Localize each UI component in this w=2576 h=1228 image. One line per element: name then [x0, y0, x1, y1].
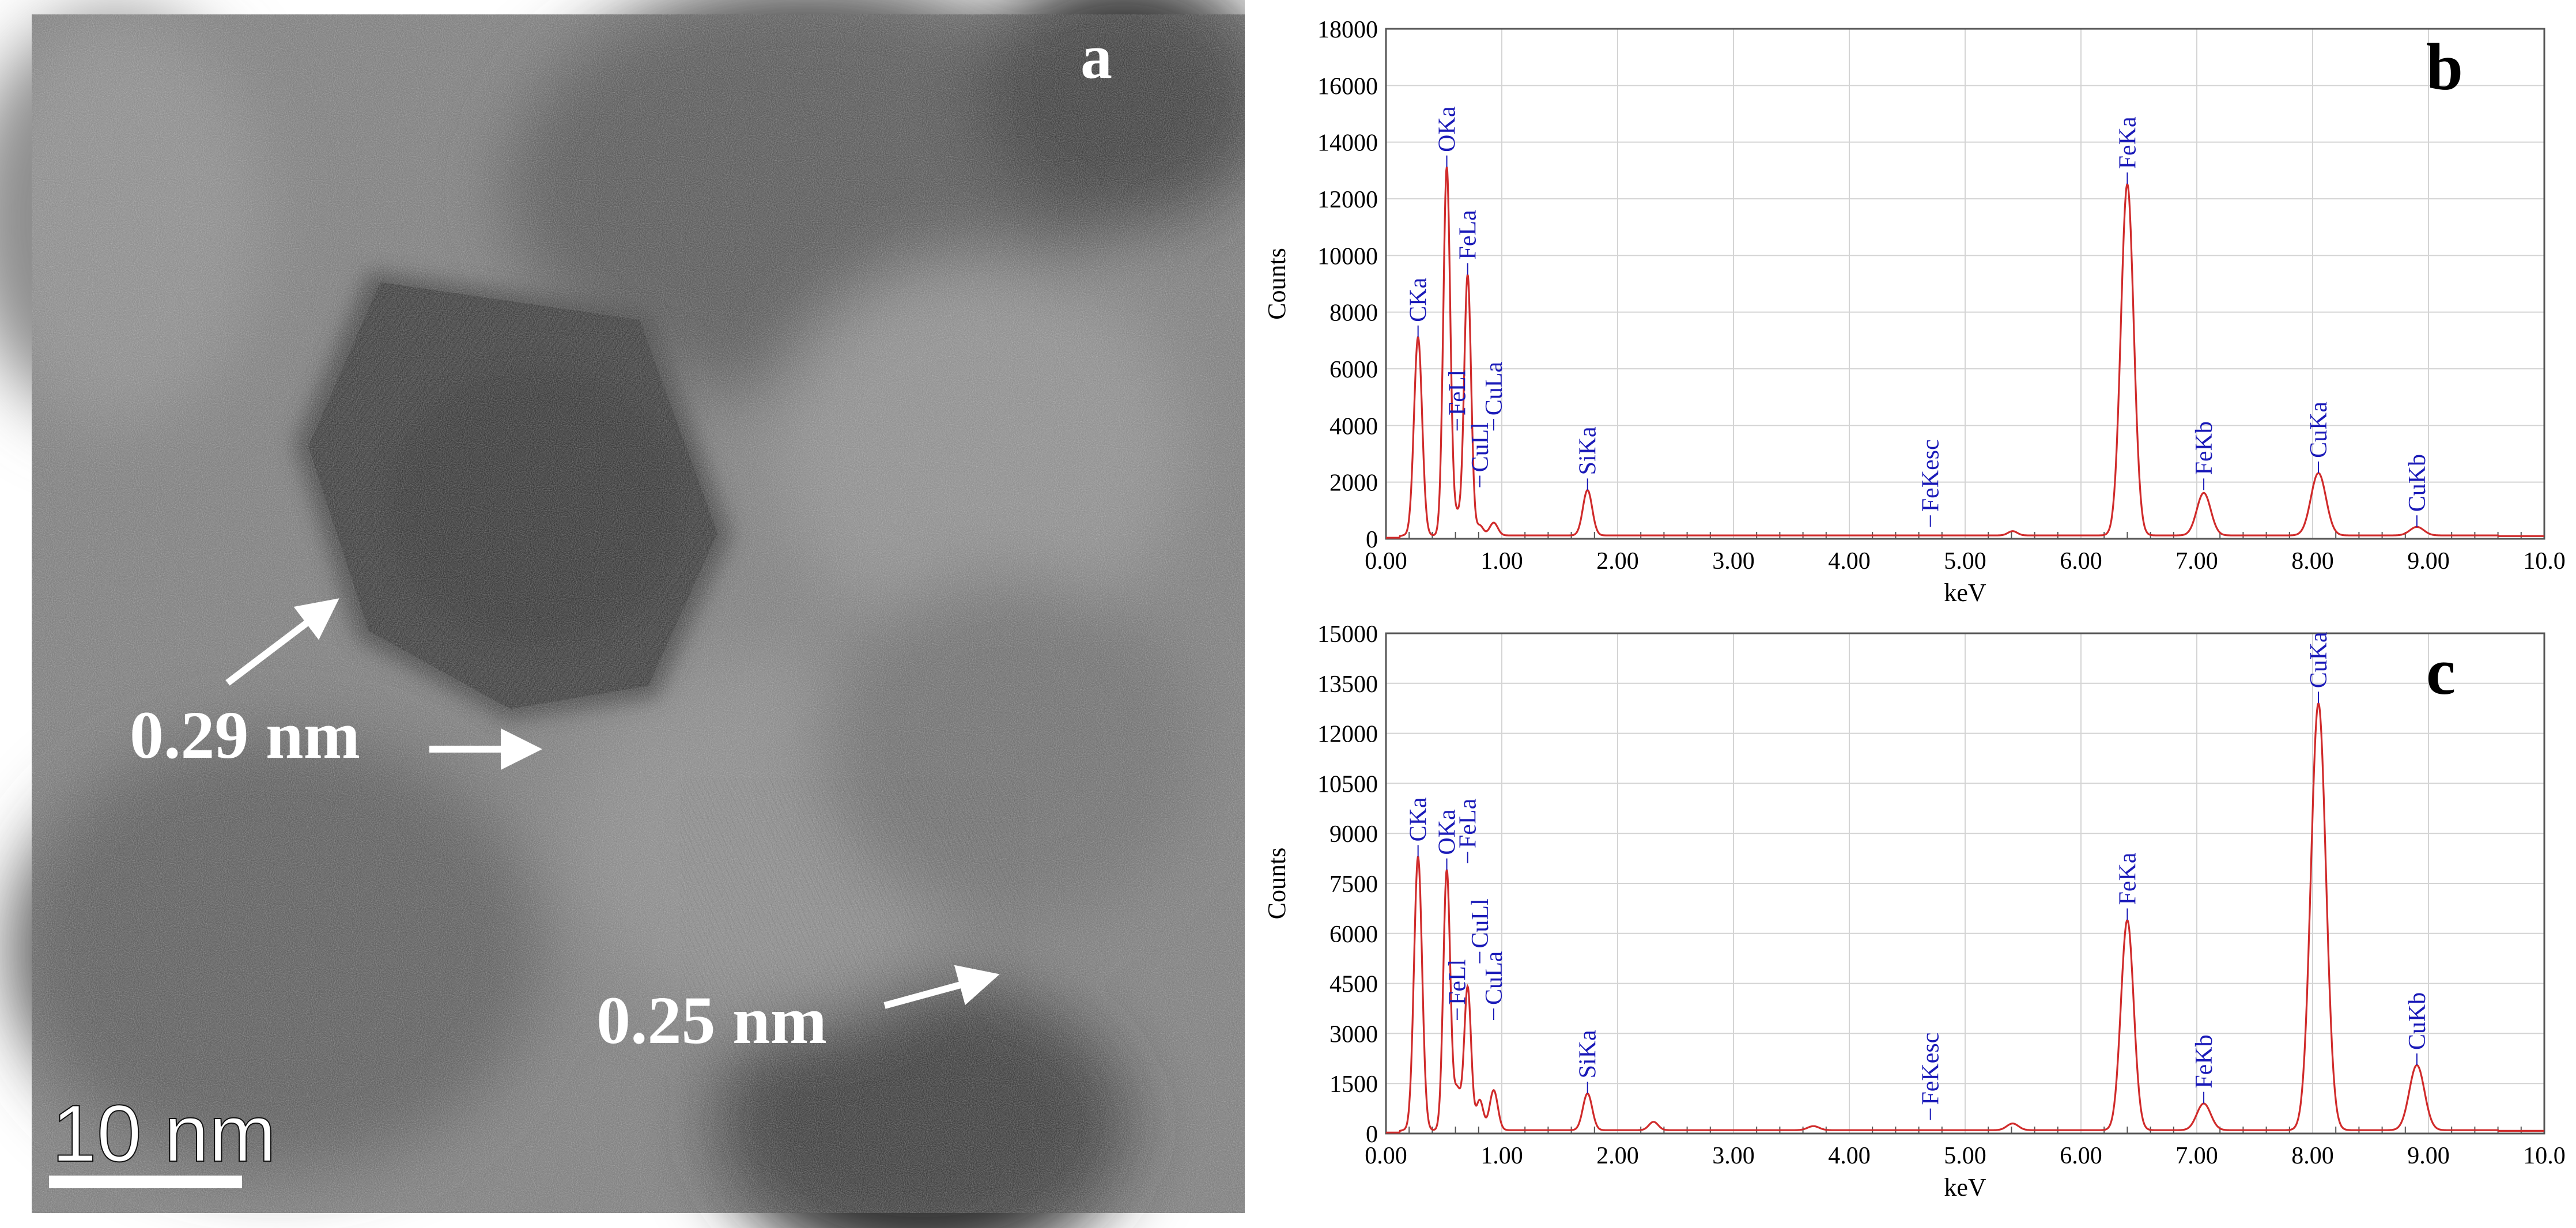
y-tick-label: 4500	[1329, 972, 1378, 998]
spectrum-line	[1386, 167, 2544, 539]
y-tick-label: 7500	[1329, 871, 1378, 898]
x-tick-label: 6.00	[2060, 548, 2102, 575]
spectrum-line	[1386, 701, 2544, 1133]
peak-label: CuLl	[1467, 898, 1494, 948]
x-gridlines	[1385, 29, 2545, 539]
x-tick-label: 9.00	[2407, 548, 2450, 575]
peak-label: FeKb	[2191, 421, 2218, 475]
y-tick-label: 0	[1366, 527, 1378, 553]
peak-label: CuLa	[1481, 951, 1508, 1005]
x-tick-label: 10.0	[2523, 1143, 2566, 1169]
x-axis-label: keV	[1944, 1173, 1986, 1201]
peak-label: FeKa	[2114, 852, 2141, 905]
y-axis-label: Counts	[1263, 248, 1291, 320]
peak-label: FeLl	[1445, 370, 1471, 415]
x-tick-label: 8.00	[2291, 1143, 2334, 1169]
y-tick-label: 15000	[1317, 621, 1378, 648]
y-tick-label: 1500	[1329, 1071, 1378, 1098]
peak-label: OKa	[1434, 809, 1461, 855]
x-tick-label: 4.00	[1828, 1143, 1871, 1169]
y-tick-label: 16000	[1317, 73, 1378, 100]
panel-label-a: a	[1081, 21, 1112, 92]
y-tick-label: 13500	[1317, 671, 1378, 698]
peak-label: FeKesc	[1918, 1033, 1944, 1105]
x-tick-label: 7.00	[2175, 548, 2218, 575]
y-tick-label: 9000	[1329, 821, 1378, 848]
peak-label: CuKb	[2404, 992, 2431, 1050]
x-tick-label: 0.00	[1365, 1143, 1407, 1169]
eds-spectrum-b: 0 2000 4000 6000 8000 10000 12000 14000 16000 180…	[1263, 17, 2566, 607]
y-tick-label: 18000	[1317, 17, 1378, 43]
y-tick-label: 3000	[1329, 1021, 1378, 1048]
y-axis-label: Counts	[1263, 848, 1291, 920]
peak-label: FeLl	[1445, 959, 1471, 1005]
peak-label: FeKb	[2191, 1034, 2218, 1088]
peak-label: CuKa	[2306, 632, 2332, 688]
peak-label: CuKa	[2306, 401, 2332, 458]
x-tick-label: 9.00	[2407, 1143, 2450, 1169]
panel-label-b: b	[2426, 31, 2463, 104]
y-tick-labels: 0 2000 4000 6000 8000 10000 12000 14000 16000 180…	[1317, 17, 1378, 553]
peak-label: CuLa	[1481, 361, 1508, 415]
x-tick-label: 5.00	[1944, 548, 1986, 575]
annotation-025-nm: 0.25 nm	[596, 983, 827, 1058]
grain-overlay	[32, 14, 1245, 1213]
peak-labels: CKa OKa FeLl FeLa CuLl CuLa SiKa FeKesc FeKa FeKb…	[1406, 106, 2431, 527]
annotation-029-nm: 0.29 nm	[130, 697, 360, 773]
y-tick-labels: 0 1500 3000 4500 6000 7500 9000 10500 12000 13500…	[1317, 621, 1378, 1148]
y-tick-label: 12000	[1317, 187, 1378, 213]
y-tick-label: 0	[1366, 1121, 1378, 1148]
plot-frame	[1385, 632, 2545, 1135]
peak-label: FeLa	[1455, 210, 1482, 260]
x-tick-label: 6.00	[2060, 1143, 2102, 1169]
y-tick-label: 2000	[1329, 470, 1378, 497]
x-tick-label: 7.00	[2175, 1143, 2218, 1169]
scale-bar-line	[49, 1176, 242, 1188]
tem-micrograph-panel: 0.29 nm 0.25 nm a 10 nm	[0, 0, 1245, 1228]
peak-label: CKa	[1406, 797, 1432, 841]
peak-label: FeKa	[2114, 116, 2141, 169]
x-tick-labels: 0.00 1.00 2.00 3.00 4.00 5.00 6.00 7.00 8.00 9.00…	[1365, 548, 2566, 575]
x-tick-labels: 0.00 1.00 2.00 3.00 4.00 5.00 6.00 7.00 8.00 9.00…	[1365, 1143, 2566, 1169]
arrow-025	[883, 965, 1000, 1009]
x-tick-label: 10.0	[2523, 548, 2566, 575]
peak-label: CKa	[1406, 277, 1432, 322]
x-tick-label: 0.00	[1365, 548, 1407, 575]
x-tick-label: 4.00	[1828, 548, 1871, 575]
y-tick-label: 6000	[1329, 921, 1378, 948]
x-tick-label: 2.00	[1596, 1143, 1639, 1169]
x-tick-label: 3.00	[1712, 1143, 1755, 1169]
scale-bar-label: 10 nm	[52, 1088, 276, 1178]
plot-frame	[1385, 28, 2545, 540]
scale-bar: 10 nm	[49, 1087, 277, 1188]
y-tick-label: 14000	[1317, 130, 1378, 157]
peak-label: FeLa	[1455, 798, 1482, 848]
y-tick-label: 8000	[1329, 300, 1378, 327]
x-tick-label: 1.00	[1480, 1143, 1523, 1169]
peak-label: CuLl	[1467, 422, 1494, 472]
x-tick-label: 2.00	[1596, 548, 1639, 575]
x-axis-label: keV	[1944, 579, 1986, 607]
panel-label-c: c	[2426, 635, 2456, 708]
x-tick-label: 8.00	[2291, 548, 2334, 575]
peak-label: SiKa	[1575, 1030, 1601, 1078]
y-tick-label: 12000	[1317, 721, 1378, 748]
peak-label: SiKa	[1575, 426, 1601, 475]
arrow-029-diagonal	[225, 598, 339, 686]
eds-spectrum-c: 0 1500 3000 4500 6000 7500 9000 10500 12000 13500…	[1263, 621, 2566, 1201]
x-tick-label: 5.00	[1944, 1143, 1986, 1169]
y-tick-label: 10500	[1317, 771, 1378, 798]
peak-label: OKa	[1434, 106, 1461, 152]
x-tick-label: 1.00	[1480, 548, 1523, 575]
lattice-spacing-arrows	[225, 598, 1000, 1009]
peak-label: FeKesc	[1918, 439, 1944, 512]
x-tick-label: 3.00	[1712, 548, 1755, 575]
y-tick-label: 6000	[1329, 357, 1378, 383]
y-tick-label: 4000	[1329, 413, 1378, 440]
peak-label: CuKb	[2404, 454, 2431, 512]
y-tick-label: 10000	[1317, 243, 1378, 270]
